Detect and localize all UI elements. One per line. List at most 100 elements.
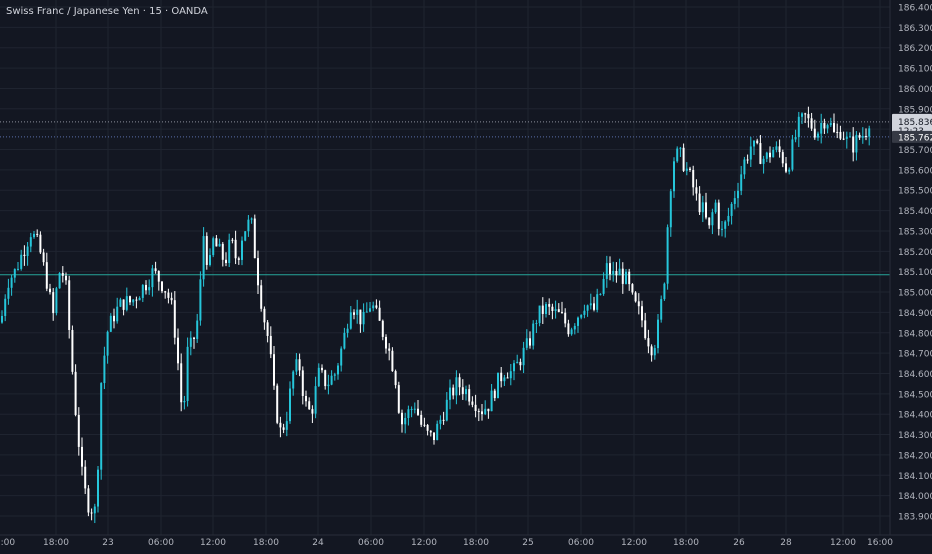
- candle-body: [39, 234, 42, 253]
- price-tick-label: 184.600: [898, 370, 932, 380]
- candle-body: [673, 161, 675, 192]
- candle-body: [561, 311, 563, 313]
- chart-title: Swiss Franc / Japanese Yen · 15 · OANDA: [6, 6, 208, 17]
- candle-body: [228, 239, 231, 264]
- candle-body: [49, 288, 51, 293]
- candle-body: [692, 169, 695, 188]
- time-tick-label: 12:00: [621, 538, 647, 548]
- candle-body: [167, 292, 170, 298]
- candle-body: [682, 147, 685, 171]
- candle-body: [138, 297, 141, 301]
- candle-body: [663, 283, 666, 300]
- time-tick-label: 2:00: [0, 538, 15, 548]
- price-tick-label: 185.600: [898, 166, 932, 176]
- time-tick-label: 06:00: [358, 538, 384, 548]
- candle-body: [132, 299, 135, 303]
- candle-body: [756, 140, 759, 144]
- candle-body: [417, 408, 419, 415]
- candle-body: [589, 303, 592, 306]
- candle-body: [135, 299, 138, 301]
- candle-body: [285, 421, 288, 430]
- candle-body: [532, 323, 535, 346]
- candle-body: [791, 139, 794, 170]
- candle-body: [129, 296, 131, 303]
- candle-body: [250, 218, 253, 220]
- candle-body: [509, 371, 512, 379]
- candle-body: [727, 215, 730, 222]
- candle-body: [711, 212, 714, 226]
- candle-body: [295, 359, 298, 372]
- candle-body: [845, 136, 848, 139]
- time-tick-label: 18:00: [673, 538, 699, 548]
- candle-body: [452, 387, 455, 396]
- candle-body: [513, 363, 515, 372]
- candle-body: [698, 193, 701, 213]
- candle-body: [586, 305, 589, 311]
- candle-body: [241, 240, 243, 260]
- candle-body: [740, 174, 743, 191]
- price-tick-label: 184.200: [898, 451, 932, 461]
- price-tick-label: 186.400: [898, 4, 932, 14]
- candle-body: [71, 329, 74, 372]
- candle-body: [113, 315, 115, 322]
- candle-body: [125, 296, 128, 310]
- price-tick-label: 185.200: [898, 248, 932, 258]
- candle-body: [676, 148, 679, 162]
- candle-body: [465, 389, 467, 395]
- candle-body: [753, 140, 755, 147]
- time-tick-label: 18:00: [43, 538, 69, 548]
- candle-body: [519, 361, 522, 366]
- candle-body: [404, 417, 407, 425]
- candle-body: [292, 371, 295, 389]
- candle-body: [365, 311, 368, 313]
- candle-body: [865, 136, 867, 138]
- time-tick-label: 06:00: [568, 538, 594, 548]
- candle-body: [161, 281, 163, 292]
- time-tick-label: 18:00: [253, 538, 279, 548]
- candle-body: [737, 190, 739, 199]
- time-axis[interactable]: 2:00 18:00 23 06:00 12:00 18:00 24 06:00 12:00 18…: [0, 538, 893, 548]
- candle-body: [490, 390, 493, 412]
- candle-body: [785, 163, 787, 172]
- candle-body: [276, 385, 279, 423]
- candle-body: [458, 377, 461, 388]
- candle-body: [212, 238, 215, 256]
- time-tick-label: 28: [780, 538, 792, 548]
- candle-body: [644, 320, 647, 339]
- candle-body: [503, 377, 506, 382]
- candle-body: [237, 258, 240, 260]
- price-axis[interactable]: 186.400 186.300 186.200 186.100 186.000 185.9…: [898, 4, 932, 523]
- candle-body: [529, 338, 531, 346]
- candle-body: [77, 414, 80, 447]
- candle-body: [516, 361, 519, 364]
- candle-body: [634, 292, 637, 302]
- candle-body: [788, 169, 791, 172]
- candle-body: [205, 236, 208, 265]
- candle-body: [97, 469, 99, 507]
- candle-body: [100, 383, 103, 470]
- candle-body: [119, 299, 122, 307]
- candle-body: [813, 128, 816, 138]
- candle-body: [234, 239, 237, 259]
- candle-body: [23, 254, 26, 257]
- secondary-price-badge: [892, 130, 932, 143]
- candle-body: [269, 335, 272, 355]
- candle-body: [743, 159, 746, 175]
- candle-body: [218, 243, 221, 247]
- candle-body: [420, 414, 423, 425]
- candle-body: [84, 466, 87, 489]
- candle-body: [775, 146, 778, 150]
- candle-body: [849, 136, 851, 138]
- candle-body: [650, 346, 653, 356]
- candle-body: [189, 337, 192, 347]
- candle-body: [778, 146, 781, 153]
- candle-body: [746, 159, 749, 161]
- candle-body: [20, 254, 23, 269]
- candle-body: [842, 138, 845, 140]
- candle-body: [170, 297, 173, 301]
- price-tick-label: 185.400: [898, 207, 932, 217]
- candle-body: [154, 268, 157, 272]
- candle-body: [573, 325, 576, 330]
